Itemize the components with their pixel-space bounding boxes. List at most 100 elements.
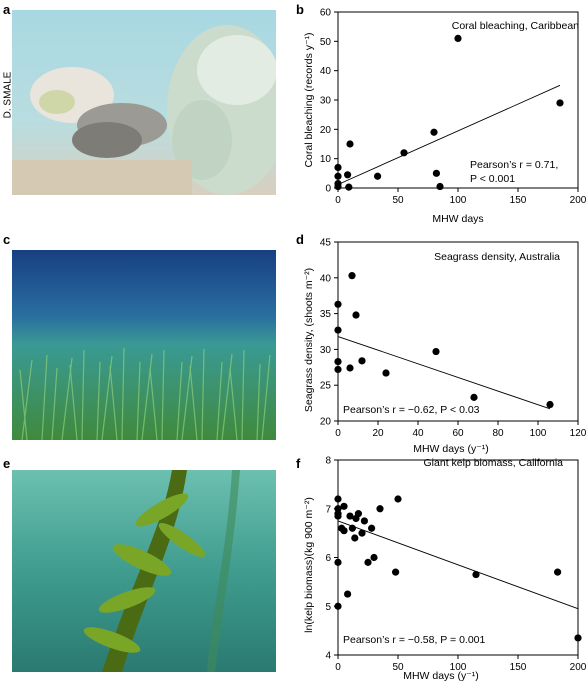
data-point bbox=[556, 99, 564, 107]
y-tick-label: 45 bbox=[320, 238, 332, 249]
y-tick-label: 8 bbox=[325, 456, 331, 467]
x-tick-label: 0 bbox=[335, 428, 341, 439]
y-axis-label: Seagrass density, (shoots m⁻²) bbox=[303, 268, 315, 412]
y-tick-label: 60 bbox=[320, 8, 332, 19]
data-point bbox=[340, 527, 348, 535]
y-tick-label: 20 bbox=[320, 125, 332, 136]
regression-line bbox=[337, 84, 561, 185]
data-point bbox=[351, 534, 359, 542]
panel-label-c: c bbox=[3, 232, 11, 247]
data-point bbox=[432, 169, 440, 177]
x-axis-label: MHW days (y⁻¹) bbox=[403, 670, 479, 682]
x-tick-label: 150 bbox=[510, 662, 527, 673]
chart-title: Giant kelp biomass, California bbox=[424, 457, 564, 469]
panel-label-e: e bbox=[3, 456, 11, 471]
y-tick-label: 25 bbox=[320, 381, 332, 392]
x-tick-label: 100 bbox=[450, 662, 467, 673]
x-tick-label: 100 bbox=[450, 195, 467, 206]
coral-reef-photo bbox=[12, 10, 276, 195]
data-point bbox=[334, 495, 342, 503]
x-axis-label: MHW days (y⁻¹) bbox=[413, 443, 489, 455]
panel-label-a: a bbox=[3, 2, 11, 17]
seagrass-density-chart: Seagrass density, Australia Seagrass den… bbox=[303, 238, 587, 456]
data-point bbox=[334, 163, 342, 172]
y-tick-label: 35 bbox=[320, 309, 332, 320]
annotation-line-1: Pearson’s r = 0.71, bbox=[470, 159, 558, 171]
coral-bleaching-chart: Coral bleaching, Caribbean Coral bleachi… bbox=[303, 8, 587, 226]
data-point bbox=[334, 365, 342, 374]
y-axis-label: ln(kelp biomass)(kg 900 m⁻²) bbox=[303, 497, 315, 633]
data-point bbox=[392, 568, 400, 576]
y-tick-label: 30 bbox=[320, 345, 332, 356]
data-point bbox=[470, 393, 478, 401]
seagrass-meadow-photo bbox=[12, 250, 276, 440]
x-tick-label: 150 bbox=[510, 195, 527, 206]
x-tick-label: 20 bbox=[372, 428, 384, 439]
kelp-forest-photo bbox=[12, 470, 276, 672]
x-tick-label: 200 bbox=[570, 662, 587, 673]
data-point bbox=[394, 495, 402, 503]
data-point bbox=[344, 590, 352, 598]
data-point bbox=[334, 357, 342, 366]
data-point bbox=[574, 634, 582, 642]
pearson-annotation: Pearson’s r = −0.58, P = 0.001 bbox=[343, 634, 486, 646]
x-tick-label: 80 bbox=[492, 428, 504, 439]
data-point bbox=[364, 558, 372, 566]
data-point bbox=[400, 149, 408, 157]
regression-line bbox=[337, 520, 579, 610]
pearson-annotation: Pearson’s r = −0.62, P < 0.03 bbox=[343, 404, 480, 416]
data-point bbox=[334, 300, 342, 308]
y-tick-label: 40 bbox=[320, 273, 332, 284]
data-point bbox=[454, 34, 462, 43]
data-point bbox=[346, 512, 354, 520]
y-tick-label: 20 bbox=[320, 417, 332, 428]
data-point bbox=[334, 602, 342, 610]
data-point bbox=[430, 128, 438, 136]
y-tick-label: 50 bbox=[320, 37, 332, 48]
data-point bbox=[346, 140, 354, 148]
data-point bbox=[334, 558, 342, 566]
y-tick-label: 10 bbox=[320, 154, 332, 165]
data-point bbox=[334, 172, 342, 180]
data-point bbox=[348, 272, 356, 280]
data-point bbox=[334, 512, 342, 520]
regression-line bbox=[337, 336, 551, 410]
annotation-line-2: P < 0.001 bbox=[470, 173, 515, 185]
y-tick-label: 4 bbox=[325, 651, 331, 662]
data-point bbox=[472, 570, 480, 579]
y-tick-label: 40 bbox=[320, 66, 332, 77]
data-point bbox=[432, 347, 440, 356]
data-point bbox=[436, 182, 444, 191]
data-point bbox=[554, 568, 562, 576]
y-tick-label: 7 bbox=[325, 504, 331, 515]
data-point bbox=[344, 171, 352, 179]
x-tick-label: 50 bbox=[392, 662, 404, 673]
data-point bbox=[382, 369, 390, 377]
kelp-biomass-chart: Giant kelp biomass, California ln(kelp b… bbox=[303, 456, 587, 683]
y-tick-label: 0 bbox=[325, 184, 331, 195]
data-point bbox=[358, 529, 366, 537]
data-point bbox=[358, 357, 366, 365]
chart-title: Coral bleaching, Caribbean bbox=[452, 20, 579, 32]
data-point bbox=[345, 183, 353, 191]
data-point bbox=[346, 364, 354, 372]
x-tick-label: 120 bbox=[570, 428, 587, 439]
pearson-annotation: Pearson’s r = 0.71, P < 0.001 bbox=[470, 159, 561, 185]
x-tick-label: 60 bbox=[452, 428, 464, 439]
x-axis-label: MHW days bbox=[432, 213, 483, 225]
data-point bbox=[354, 510, 362, 518]
panel-label-d: d bbox=[296, 232, 304, 247]
y-tick-label: 6 bbox=[325, 553, 331, 564]
panel-label-f: f bbox=[296, 456, 301, 471]
data-point bbox=[368, 524, 376, 532]
x-tick-label: 50 bbox=[392, 195, 404, 206]
data-point bbox=[348, 524, 356, 532]
data-point bbox=[370, 553, 378, 562]
data-point bbox=[334, 180, 342, 188]
data-point bbox=[352, 311, 360, 319]
x-tick-label: 0 bbox=[335, 662, 341, 673]
data-point bbox=[340, 502, 348, 510]
x-tick-label: 200 bbox=[570, 195, 587, 206]
panel-label-b: b bbox=[296, 2, 304, 17]
y-axis-label: Coral bleaching (records y⁻¹) bbox=[303, 32, 315, 167]
